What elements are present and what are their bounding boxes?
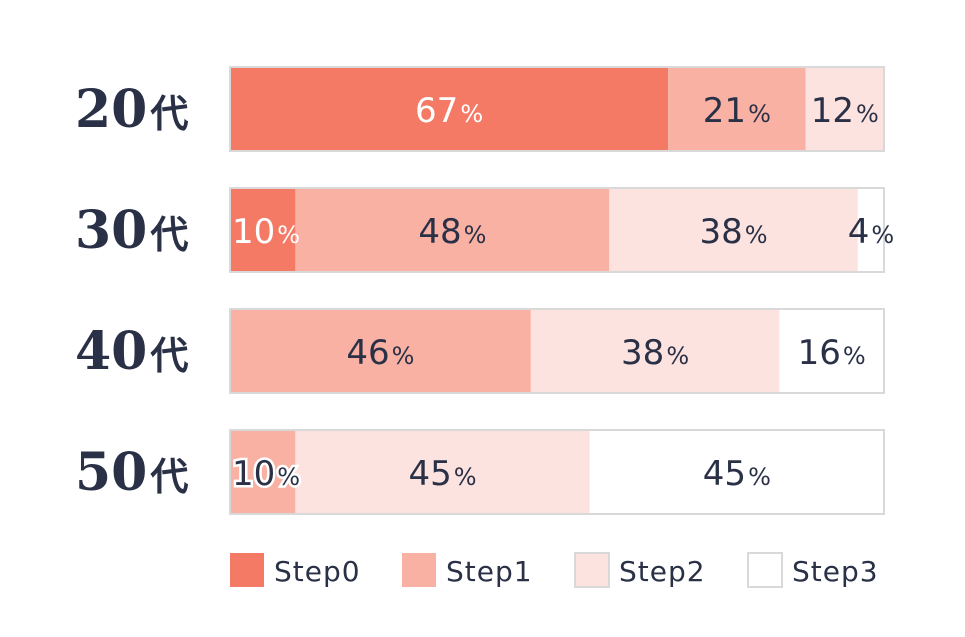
data-label: 45% <box>409 454 477 494</box>
bar-segment-step1 <box>295 188 610 272</box>
data-label: 21% <box>703 91 771 131</box>
data-label: 10% <box>232 212 300 252</box>
category-label: 40代 <box>75 321 188 382</box>
bar-segment-step2 <box>805 67 884 151</box>
bars-group: 67% 21% 12% 10% 48% 38% 4% 46% 38% 16% 10% 45% 45% <box>229 66 894 515</box>
data-label: 67% <box>415 91 483 131</box>
legend-label-step0: Step0 <box>274 555 361 588</box>
bar-outline <box>229 66 885 152</box>
category-label: 50代 <box>75 442 188 503</box>
bar-segment-step1 <box>230 430 296 514</box>
legend: Step0 Step1 Step2 Step3 <box>230 552 879 588</box>
bar-segment-step2 <box>530 309 780 393</box>
category-label: 30代 <box>75 200 188 261</box>
bar-segment-step3 <box>779 309 884 393</box>
category-label: 20代 <box>75 79 188 140</box>
legend-swatch-step3 <box>747 552 783 588</box>
bar-segment-step0 <box>230 188 296 272</box>
bar-outline <box>229 187 885 273</box>
data-label: 16% <box>798 333 866 373</box>
bar-outline <box>229 308 885 394</box>
bar-outline <box>229 429 885 515</box>
category-labels: 20代 30代 40代 50代 <box>75 79 188 503</box>
legend-label-step3: Step3 <box>792 555 879 588</box>
legend-label-step2: Step2 <box>619 555 706 588</box>
data-label: 45% <box>703 454 771 494</box>
bar-segment-step1 <box>668 67 806 151</box>
bar-segment-step3 <box>589 430 884 514</box>
data-label: 48% <box>418 212 486 252</box>
legend-swatch-step1 <box>402 553 436 587</box>
data-label: 4% <box>848 212 894 252</box>
data-label: 38% <box>621 333 689 373</box>
data-label: 12% <box>811 91 879 131</box>
legend-label-step1: Step1 <box>446 555 533 588</box>
bar-segment-step1 <box>230 309 531 393</box>
bar-segment-step0 <box>230 67 669 151</box>
bar-segment-step2 <box>609 188 858 272</box>
data-label: 38% <box>700 212 768 252</box>
bar-segment-step3 <box>857 188 884 272</box>
bar-segment-step2 <box>295 430 590 514</box>
data-label: 10% <box>232 454 300 494</box>
legend-swatch-step2 <box>574 552 610 588</box>
data-label: 46% <box>346 333 414 373</box>
legend-swatch-step0 <box>230 553 264 587</box>
